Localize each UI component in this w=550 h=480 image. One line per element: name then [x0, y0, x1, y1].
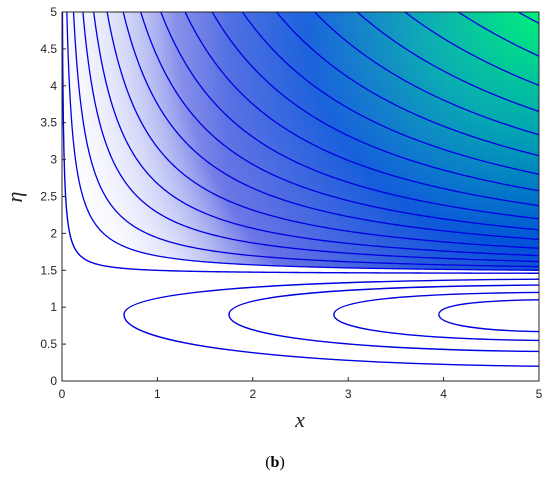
open-contour-line — [275, 12, 539, 157]
y-tick-label: 4.5 — [40, 42, 57, 56]
x-tick-label: 1 — [154, 387, 161, 401]
y-axis: 0 0.5 1 1.5 2 2.5 3 3.5 4 4.5 5 — [40, 5, 66, 388]
open-contour-line — [140, 12, 539, 231]
x-tick-label: 5 — [536, 387, 543, 401]
open-contour-line — [66, 12, 539, 271]
open-contour-line — [93, 12, 539, 257]
y-tick-label: 3.5 — [40, 116, 57, 130]
closed-contour-line — [123, 278, 539, 367]
open-contour-line — [403, 12, 539, 86]
gradient-fade — [62, 12, 539, 381]
y-tick-label: 2.5 — [40, 190, 57, 204]
y-tick-label: 3 — [50, 153, 57, 167]
open-contour-line — [184, 12, 539, 207]
open-contour-line — [457, 12, 539, 57]
separatrix-line — [62, 12, 539, 274]
x-tick-label: 2 — [249, 387, 256, 401]
y-tick-label: 4 — [50, 79, 57, 93]
x-axis: 0 1 2 3 4 5 — [59, 377, 543, 401]
contour-lines — [62, 12, 539, 367]
y-tick-label: 1.5 — [40, 263, 57, 277]
open-contour-line — [313, 12, 539, 136]
open-contour-line — [160, 12, 539, 220]
y-tick-label: 0 — [50, 374, 57, 388]
open-contour-line — [241, 12, 539, 175]
y-tick-label: 5 — [50, 5, 57, 19]
figure-caption: (b) — [265, 454, 285, 471]
open-contour-line — [72, 12, 539, 268]
x-tick-label: 0 — [59, 387, 66, 401]
open-contour-line — [106, 12, 539, 249]
open-contour-line — [516, 12, 539, 24]
open-contour-line — [122, 12, 539, 241]
y-tick-label: 1 — [50, 300, 57, 314]
y-tick-label: 0.5 — [40, 337, 57, 351]
x-axis-label: x — [294, 407, 305, 432]
closed-contour-line — [438, 299, 539, 333]
closed-contour-line — [228, 284, 539, 353]
x-tick-label: 3 — [345, 387, 352, 401]
x-tick-label: 4 — [440, 387, 447, 401]
y-axis-label: η — [2, 192, 27, 203]
open-contour-line — [211, 12, 539, 192]
open-contour-line — [356, 12, 539, 113]
open-contour-line — [82, 12, 539, 263]
closed-contour-line — [333, 291, 539, 342]
y-tick-label: 2 — [50, 226, 57, 240]
